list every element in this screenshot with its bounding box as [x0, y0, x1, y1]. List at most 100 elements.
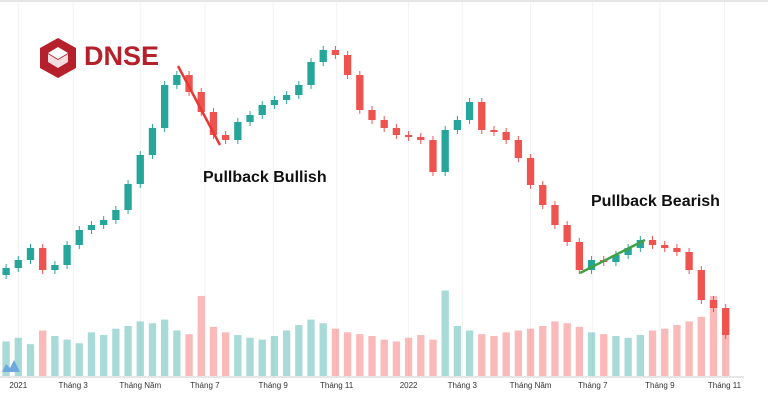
trend-line — [176, 65, 222, 146]
volume-bar — [136, 321, 144, 376]
candle-body — [343, 55, 352, 75]
volume-bar — [380, 339, 388, 376]
volume-bar — [112, 328, 120, 376]
candle-body — [100, 220, 108, 225]
volume-bar — [661, 328, 669, 376]
volume-bar — [124, 325, 132, 376]
x-tick-label: Tháng 9 — [259, 381, 289, 390]
candle-body — [221, 135, 230, 140]
volume-bar — [636, 335, 644, 376]
candle-body — [51, 265, 59, 270]
x-axis-labels: 2021 Tháng 3 Tháng Năm Tháng 7 Tháng 9 Tháng … — [9, 381, 741, 390]
candle-body — [502, 132, 510, 140]
x-tick-label: Tháng 3 — [448, 381, 478, 390]
volume-bar — [209, 326, 218, 376]
x-tick-label: Tháng 9 — [645, 381, 675, 390]
candle-body — [87, 225, 96, 230]
volume-bar — [51, 335, 59, 376]
volume-bar — [404, 337, 413, 376]
volume-bar — [392, 341, 401, 376]
volume-bar — [282, 330, 291, 376]
volume-bar — [331, 328, 340, 376]
x-tick-label: Tháng Năm — [119, 381, 161, 390]
candle-body — [380, 120, 388, 128]
candle-body — [685, 252, 693, 270]
volume-bar — [258, 339, 266, 376]
x-tick-label: 2021 — [9, 381, 27, 390]
candle-body — [648, 240, 657, 245]
candle-body — [39, 248, 47, 270]
x-tick-label: 2022 — [400, 381, 418, 390]
volume-bar — [648, 330, 657, 376]
volume-bar — [429, 339, 437, 376]
volume-bar — [624, 337, 632, 376]
volume-bar — [441, 290, 449, 376]
volume-bar — [100, 335, 108, 376]
volume-bar — [319, 323, 327, 376]
candle-body — [197, 92, 205, 112]
volume-bar — [160, 319, 169, 376]
volume-bar — [356, 334, 364, 376]
volume-bar — [600, 334, 608, 376]
candle-body — [75, 230, 83, 245]
volume-bar — [14, 337, 22, 376]
x-tick-label: Tháng 3 — [59, 381, 89, 390]
volume-bar — [63, 339, 71, 376]
candle-body — [368, 110, 376, 120]
logo-icon — [48, 54, 68, 68]
annotation: Pullback Bullish — [203, 169, 327, 186]
candle-body — [270, 100, 279, 105]
volume-bar — [2, 341, 10, 376]
volume-bar — [514, 330, 523, 376]
x-tick-label: Tháng 7 — [578, 381, 608, 390]
volume-bar — [722, 312, 730, 376]
candle-body — [429, 140, 437, 172]
candle-body — [526, 158, 535, 185]
candle-body — [404, 135, 413, 137]
candle-body — [453, 120, 462, 130]
volume-bar — [502, 332, 510, 376]
x-tick-label: Tháng Năm — [510, 381, 552, 390]
candle-body — [124, 184, 132, 210]
candle-body — [392, 128, 401, 135]
trend-line — [579, 238, 646, 275]
candle-body — [624, 248, 632, 255]
volume-bar — [246, 337, 254, 376]
volume-bar — [417, 335, 425, 376]
volume-bar — [685, 321, 693, 376]
candle-body — [514, 140, 523, 158]
volume-bar — [490, 335, 498, 376]
candle-body — [539, 185, 547, 205]
volume-bar — [465, 330, 474, 376]
candle-body — [490, 130, 498, 132]
volume-bar — [343, 332, 352, 376]
candle-body — [465, 102, 474, 120]
volume-bar — [295, 325, 303, 376]
volume-bar — [526, 328, 535, 376]
volume-bar — [587, 332, 596, 376]
candle-body — [209, 112, 218, 135]
candle-body — [295, 85, 303, 95]
volume-bar — [551, 321, 559, 376]
volume-bar — [697, 316, 705, 376]
logo: DNSE — [40, 38, 159, 78]
candle-body — [612, 255, 620, 262]
logo-text: DNSE — [84, 41, 159, 71]
x-tick-label: Tháng 11 — [708, 381, 742, 390]
volume-bar — [197, 295, 205, 376]
candle-body — [587, 260, 596, 270]
candle-body — [417, 137, 425, 140]
candle-body — [173, 75, 181, 85]
candle-body — [112, 210, 120, 220]
volume-bar — [221, 332, 230, 376]
volume-bar — [478, 334, 486, 376]
candle-body — [307, 62, 315, 85]
candle-body — [136, 155, 144, 184]
candle-body — [551, 205, 559, 225]
volume-bar — [368, 335, 376, 376]
candle-body — [14, 260, 22, 268]
volume-bar — [39, 330, 47, 376]
candle-body — [563, 225, 571, 242]
candle-body — [246, 115, 254, 122]
